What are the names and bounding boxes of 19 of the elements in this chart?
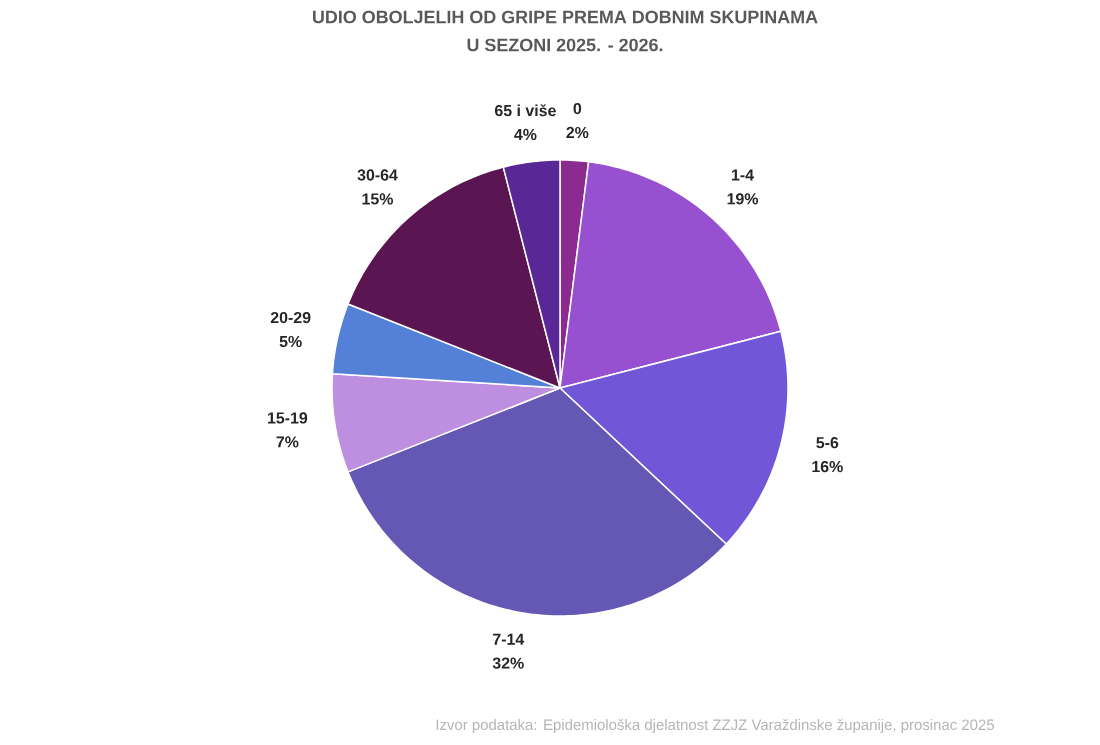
- slice-label: 0: [573, 102, 582, 115]
- data-label: 2%: [566, 126, 589, 139]
- slice-label: 5-6: [816, 437, 839, 449]
- slice-label: 15-19: [268, 412, 308, 424]
- slice-label: 65 i više: [494, 104, 556, 117]
- data-label: 32%: [492, 657, 524, 669]
- chart-subtitle: U SEZONI 2025. - 2026.: [467, 38, 663, 52]
- chart-title: UDIO OBOLJELIH OD GRIPE PREMA DOBNIM SKUPINAMA: [313, 10, 818, 24]
- data-label: 4%: [514, 128, 537, 141]
- data-label: 15%: [362, 193, 394, 205]
- slice-label: 1-4: [732, 169, 754, 181]
- slice-label: 30-64: [357, 169, 398, 181]
- slice-label: 20-29: [270, 311, 311, 324]
- data-label: 16%: [812, 460, 843, 473]
- data-label: 19%: [727, 193, 759, 205]
- data-label: 5%: [279, 335, 302, 348]
- text: Izvor podataka: Epidemiološka djelatnost ZZJZ Varaždinske županije, prosinac 2025: [436, 719, 994, 733]
- slice-label: 7-14: [493, 633, 525, 645]
- data-label: 7%: [276, 436, 299, 448]
